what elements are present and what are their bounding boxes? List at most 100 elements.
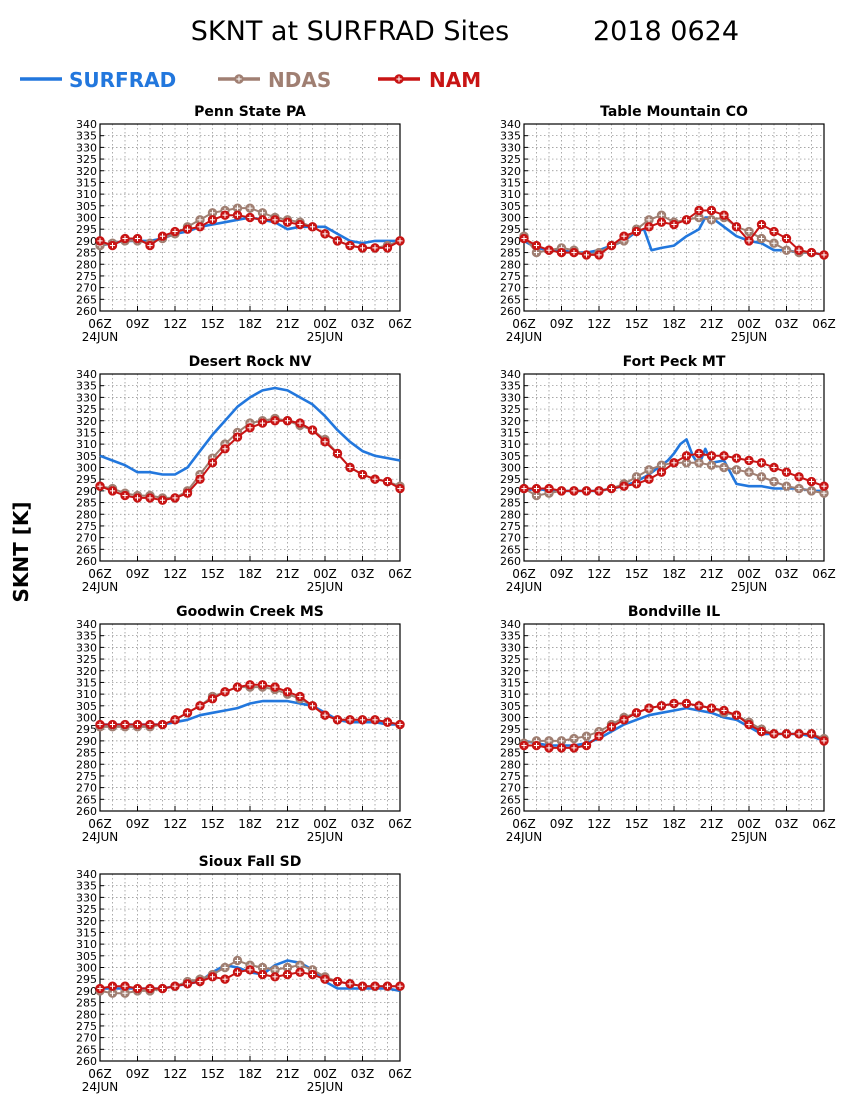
x-tick-label: 15Z (625, 317, 649, 331)
y-tick-label: 300 (76, 712, 97, 725)
x-tick-label: 06Z (388, 817, 412, 831)
point-nam (220, 974, 230, 984)
series-line-surfrad (99, 386, 401, 476)
panel-desert-rock-nv: Desert Rock NV26026527027528028529029530… (76, 354, 412, 594)
panel-title: Fort Peck MT (623, 354, 726, 370)
point-nam (257, 418, 268, 428)
point-ndas (694, 458, 704, 468)
y-tick-label: 285 (76, 747, 97, 760)
point-ndas (656, 460, 667, 470)
panel-title: Table Mountain CO (600, 104, 748, 120)
point-ndas (769, 238, 779, 248)
y-tick-label: 275 (76, 770, 97, 783)
x-tick-label: 21Z (700, 317, 724, 331)
point-nam (819, 481, 829, 491)
point-nam (519, 233, 529, 244)
panel-title: Desert Rock NV (189, 354, 312, 370)
point-nam (669, 219, 679, 230)
point-nam (581, 250, 592, 260)
y-tick-label: 290 (500, 485, 521, 498)
y-tick-label: 315 (76, 676, 97, 689)
x-tick-label: 06Z (812, 817, 836, 831)
y-tick-label: 330 (500, 141, 521, 154)
point-nam (270, 682, 280, 692)
y-tick-label: 295 (500, 473, 521, 486)
y-tick-label: 275 (500, 520, 521, 533)
point-nam (556, 247, 567, 258)
point-nam (395, 483, 405, 494)
x-date-label: 25JUN (731, 580, 768, 594)
y-tick-label: 315 (76, 426, 97, 439)
y-tick-label: 340 (76, 118, 97, 131)
y-tick-label: 265 (76, 293, 97, 306)
point-nam (794, 729, 804, 739)
point-nam (270, 972, 280, 982)
y-tick-label: 340 (76, 868, 97, 881)
point-nam (145, 240, 155, 251)
y-tick-label: 340 (500, 118, 521, 131)
point-nam (694, 205, 704, 216)
series-nam (95, 416, 405, 505)
point-nam (295, 967, 305, 977)
point-nam (157, 719, 168, 730)
figure-date: 2018 0624 (593, 16, 739, 47)
x-tick-label: 15Z (201, 1067, 225, 1081)
point-nam (769, 462, 779, 473)
y-tick-label: 295 (76, 723, 97, 736)
point-nam (195, 701, 205, 711)
point-nam (307, 222, 318, 232)
point-nam (556, 743, 567, 753)
y-axis-label: SKNT [K] (9, 501, 33, 602)
point-nam (132, 493, 143, 503)
point-nam (519, 483, 529, 494)
point-ndas (245, 203, 255, 213)
legend-item-nam: NAM (378, 68, 481, 92)
y-tick-label: 280 (76, 508, 97, 521)
point-nam (320, 974, 330, 984)
y-tick-label: 265 (76, 793, 97, 806)
x-date-label: 24JUN (82, 830, 119, 844)
point-nam (245, 212, 255, 223)
x-tick-label: 09Z (126, 567, 150, 581)
y-tick-label: 320 (500, 665, 521, 678)
point-ndas (794, 483, 804, 494)
point-nam (731, 453, 742, 463)
y-tick-label: 325 (76, 903, 97, 916)
y-tick-label: 275 (500, 770, 521, 783)
point-nam (382, 981, 393, 991)
point-nam (320, 710, 330, 720)
x-tick-label: 09Z (126, 317, 150, 331)
point-ndas (719, 462, 729, 473)
point-nam (357, 469, 368, 480)
point-nam (756, 458, 767, 468)
grid (100, 374, 400, 561)
x-tick-label: 00Z (313, 317, 337, 331)
point-nam (806, 247, 817, 258)
point-nam (694, 448, 704, 459)
point-nam (806, 729, 817, 739)
point-nam (706, 205, 717, 216)
point-nam (669, 458, 679, 468)
point-nam (669, 698, 679, 709)
point-ndas (232, 955, 243, 966)
x-tick-label: 15Z (201, 817, 225, 831)
y-tick-label: 310 (76, 688, 97, 701)
y-tick-label: 315 (500, 426, 521, 439)
point-nam (781, 233, 792, 244)
point-nam (182, 224, 193, 234)
y-tick-label: 305 (76, 200, 97, 213)
point-nam (120, 981, 130, 991)
x-date-label: 24JUN (506, 580, 543, 594)
point-nam (719, 705, 729, 716)
x-tick-label: 09Z (550, 567, 574, 581)
x-tick-label: 00Z (737, 567, 761, 581)
y-tick-label: 300 (500, 712, 521, 725)
y-tick-label: 315 (76, 926, 97, 939)
point-nam (220, 687, 230, 697)
point-nam (357, 981, 368, 991)
panel-title: Goodwin Creek MS (176, 604, 324, 620)
point-nam (245, 965, 255, 975)
point-nam (232, 210, 243, 220)
x-tick-label: 06Z (88, 567, 112, 581)
panel-title: Sioux Fall SD (199, 854, 302, 870)
